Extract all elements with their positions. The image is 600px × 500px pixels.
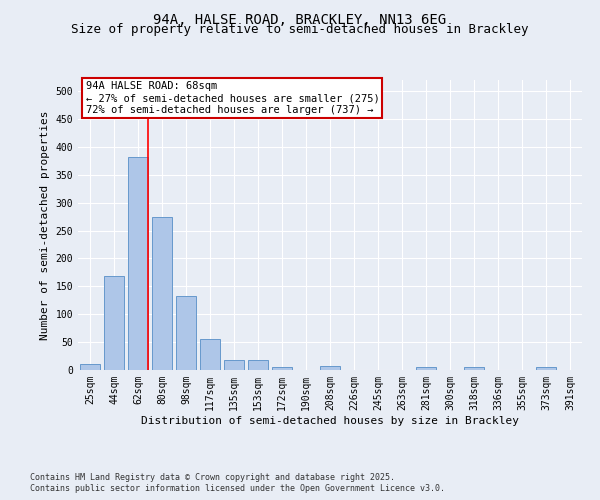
Bar (320, 366, 340, 370)
Text: Size of property relative to semi-detached houses in Brackley: Size of property relative to semi-detach… (71, 22, 529, 36)
Bar (80, 364, 100, 370)
Y-axis label: Number of semi-detached properties: Number of semi-detached properties (40, 110, 50, 340)
Bar (224, 360, 244, 370)
Bar (152, 216, 172, 370)
Text: Contains HM Land Registry data © Crown copyright and database right 2025.: Contains HM Land Registry data © Crown c… (30, 472, 395, 482)
Bar (104, 276, 124, 370)
Bar (128, 157, 148, 370)
Text: Contains public sector information licensed under the Open Government Licence v3: Contains public sector information licen… (30, 484, 445, 493)
Bar (200, 340, 220, 370)
Bar (416, 367, 436, 370)
Bar (176, 296, 196, 370)
Bar (536, 367, 556, 370)
Bar (272, 367, 292, 370)
X-axis label: Distribution of semi-detached houses by size in Brackley: Distribution of semi-detached houses by … (141, 416, 519, 426)
Bar (464, 367, 484, 370)
Text: 94A HALSE ROAD: 68sqm
← 27% of semi-detached houses are smaller (275)
72% of sem: 94A HALSE ROAD: 68sqm ← 27% of semi-deta… (86, 82, 379, 114)
Bar (248, 360, 268, 370)
Text: 94A, HALSE ROAD, BRACKLEY, NN13 6EG: 94A, HALSE ROAD, BRACKLEY, NN13 6EG (154, 12, 446, 26)
